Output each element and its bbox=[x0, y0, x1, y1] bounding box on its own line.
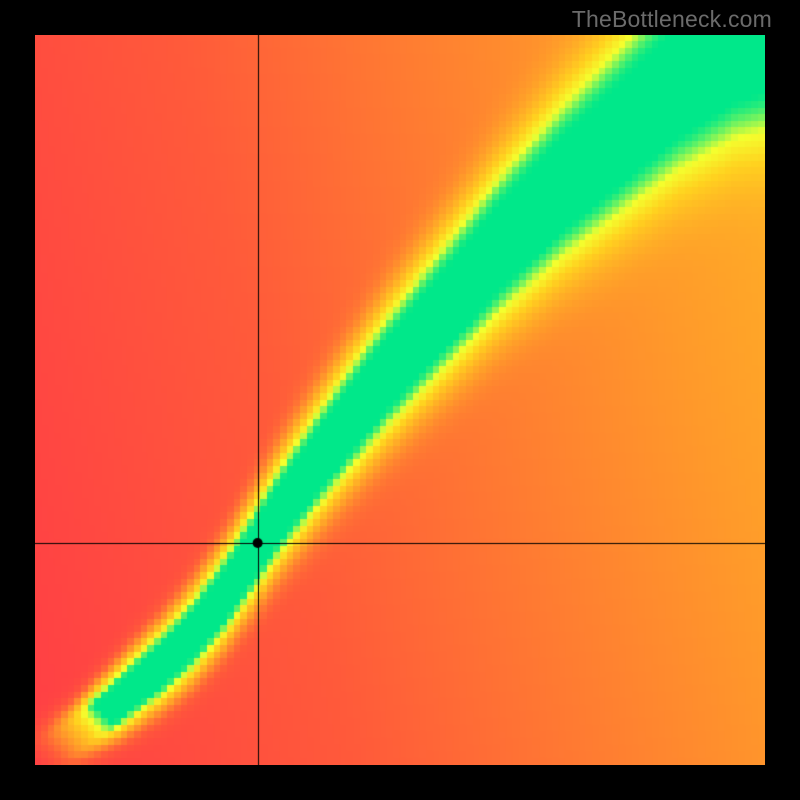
watermark-text: TheBottleneck.com bbox=[572, 6, 772, 33]
bottleneck-heatmap bbox=[35, 35, 765, 765]
heatmap-canvas bbox=[35, 35, 765, 765]
